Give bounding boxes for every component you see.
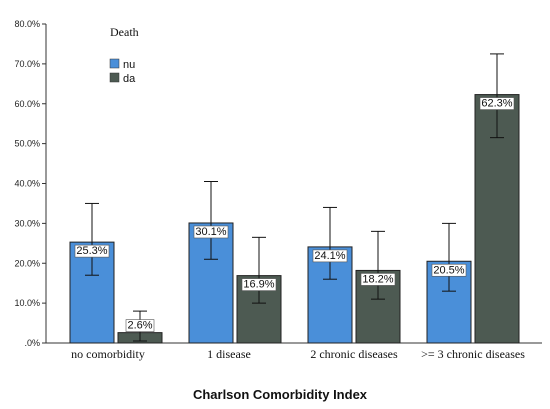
legend-title: Death [110, 25, 139, 39]
legend: Death nu da [109, 25, 139, 85]
data-label: 18.2% [362, 273, 393, 285]
category-label: 2 chronic diseases [310, 347, 398, 361]
legend-label-da: da [123, 73, 136, 85]
y-tick-label: 60.0% [14, 99, 40, 109]
data-label-box [479, 97, 515, 110]
data-label: 2.6% [127, 320, 152, 332]
y-tick-label: 40.0% [14, 179, 40, 189]
y-tick-label: 10.0% [14, 298, 40, 308]
data-label-box [125, 319, 155, 332]
legend-label-nu: nu [123, 59, 135, 71]
data-label-box [241, 278, 277, 291]
data-label-box [360, 273, 396, 286]
data-label: 16.9% [243, 279, 274, 291]
legend-swatch-nu [109, 58, 120, 69]
y-tick-label: .0% [24, 338, 40, 348]
data-label: 25.3% [76, 245, 107, 257]
data-label: 30.1% [195, 226, 226, 238]
bars [69, 94, 520, 344]
data-label-box [193, 225, 229, 239]
y-tick-label: 80.0% [14, 19, 40, 29]
y-tick-label: 50.0% [14, 139, 40, 149]
data-label-box [74, 244, 110, 258]
data-label: 62.3% [481, 98, 512, 110]
category-label: 1 disease [207, 347, 251, 361]
category-labels: no comorbidity 1 disease 2 chronic disease… [71, 347, 525, 361]
category-label: no comorbidity [71, 347, 145, 361]
y-tick-label: 30.0% [14, 218, 40, 228]
data-label: 24.1% [314, 250, 345, 262]
data-label-box [312, 249, 348, 263]
legend-swatch-da [109, 72, 120, 83]
y-tick-label: 70.0% [14, 59, 40, 69]
data-label: 20.5% [433, 264, 464, 276]
data-labels: 25.3% 2.6% 30.1% 16.9% 24.1% 18.2% 20.5% 62.3% [74, 97, 515, 332]
x-axis-title: Charlson Comorbidity Index [193, 387, 368, 402]
data-label-box [431, 263, 467, 277]
category-label: >= 3 chronic diseases [421, 347, 525, 361]
y-tick-label: 20.0% [14, 258, 40, 268]
error-bars [85, 53, 504, 342]
